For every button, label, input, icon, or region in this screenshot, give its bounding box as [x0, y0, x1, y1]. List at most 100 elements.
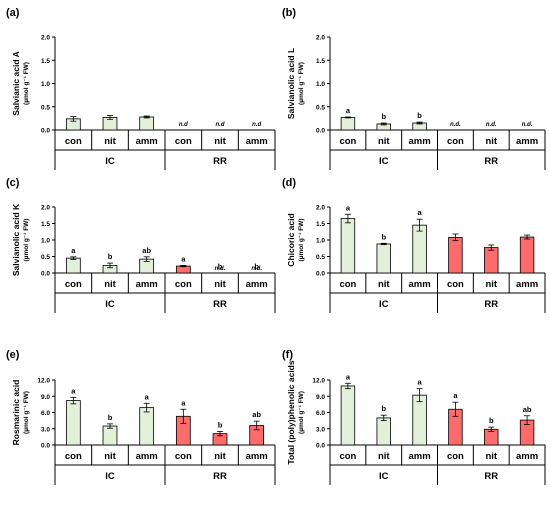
- y-tick-label: 1.0: [41, 81, 50, 88]
- y-axis-label-line1: Salvianic acid A: [11, 51, 21, 115]
- y-axis-label: Salvianolic acid L (µmol g⁻¹ FW): [286, 48, 305, 119]
- y-axis-label-line2: (µmol g⁻¹ FW): [298, 391, 305, 434]
- y-tick-label: 2.0: [41, 205, 50, 212]
- bar: [65, 400, 81, 446]
- significance-letter: b: [108, 252, 113, 261]
- x-tick-label: nit: [378, 451, 390, 462]
- significance-letter: b: [417, 111, 422, 120]
- not-detected-label: n.d.: [215, 266, 226, 272]
- y-tick-label: 0.0: [316, 271, 325, 278]
- significance-letter: a: [71, 386, 76, 395]
- x-tick-label: amm: [516, 136, 538, 147]
- significance-letter: a: [71, 246, 76, 255]
- bar: [340, 117, 356, 131]
- significance-letter: b: [489, 416, 494, 425]
- y-tick-label: 0.0: [316, 443, 325, 450]
- x-tick-label: con: [175, 451, 192, 462]
- x-tick-label: amm: [136, 136, 158, 147]
- x-group-label: RR: [213, 156, 227, 167]
- y-tick-label: 1.5: [316, 58, 325, 65]
- significance-letter: a: [417, 378, 422, 387]
- y-axis-label: Chicoric acid (µmol g⁻¹ FW): [286, 213, 305, 266]
- y-axis-label: Total (poly)phenolic acids (µmol g⁻¹ FW): [286, 360, 305, 464]
- panel-label: (e): [6, 349, 20, 361]
- y-axis-label-line2: (µmol g⁻¹ FW): [298, 62, 305, 105]
- x-tick-label: nit: [485, 279, 497, 290]
- x-group-label: IC: [379, 471, 389, 482]
- x-tick-label: con: [447, 136, 464, 147]
- y-tick-label: 0.5: [316, 104, 325, 111]
- x-tick-label: con: [65, 279, 82, 290]
- significance-letter: b: [254, 262, 259, 271]
- significance-letter: a: [346, 106, 351, 115]
- bar: [519, 236, 535, 274]
- bar: [340, 385, 356, 446]
- x-tick-label: amm: [408, 451, 430, 462]
- y-axis-label-line2: (µmol g⁻¹ FW): [23, 62, 30, 105]
- y-axis-label-line1: Chicoric acid: [286, 213, 296, 266]
- chart-panel-a: (a) Salvianic acid A (µmol g⁻¹ FW) 0.0 0.5 1.…: [6, 7, 276, 170]
- x-tick-label: amm: [516, 451, 538, 462]
- x-tick-label: nit: [214, 451, 226, 462]
- not-detected-label: n.d.: [486, 122, 497, 128]
- significance-letter: b: [381, 404, 386, 413]
- x-tick-label: con: [65, 451, 82, 462]
- y-tick-label: 0.5: [41, 104, 50, 111]
- bar: [448, 236, 463, 274]
- significance-letter: ab: [142, 246, 151, 255]
- significance-letter: b: [218, 262, 223, 271]
- y-tick-label: 2.0: [316, 35, 325, 42]
- x-tick-label: con: [447, 451, 464, 462]
- y-axis-label: Salvianolic acid K (µmol g⁻¹ FW): [11, 203, 30, 276]
- y-tick-label: 9.0: [316, 394, 325, 401]
- panel-label: (a): [6, 7, 20, 19]
- y-axis-label-line2: (µmol g⁻¹ FW): [23, 219, 30, 262]
- x-tick-label: con: [339, 136, 356, 147]
- x-tick-label: nit: [214, 279, 226, 290]
- chart-panel-f: (f)Total (poly)phenolic acids (µmol g⁻¹ F…: [282, 349, 546, 485]
- y-tick-label: 1.5: [41, 58, 50, 65]
- x-group-label: RR: [484, 156, 498, 167]
- not-detected-label: n.d.: [522, 122, 533, 128]
- bar: [139, 116, 155, 131]
- y-axis-label: Salvianic acid A (µmol g⁻¹ FW): [11, 51, 30, 115]
- x-tick-label: amm: [408, 279, 430, 290]
- not-detected-label: n.d: [216, 122, 225, 128]
- y-tick-label: 1.0: [316, 238, 325, 245]
- chart-panel-e: (e) Rosmarinic acid (µmol g⁻¹ FW) 0.0 3.0 6.0…: [6, 349, 276, 485]
- x-group-label: IC: [379, 299, 389, 310]
- significance-letter: ab: [523, 405, 532, 414]
- y-axis-label-line1: Salvianolic acid K: [11, 203, 21, 276]
- significance-letter: b: [108, 413, 113, 422]
- x-group-label: IC: [105, 299, 115, 310]
- y-tick-label: 0.0: [41, 271, 50, 278]
- x-tick-label: amm: [516, 279, 538, 290]
- chart-panel-b: (b) Salvianolic acid L (µmol g⁻¹ FW) 0.0 0.5…: [282, 7, 546, 170]
- bar: [139, 407, 155, 446]
- significance-letter: a: [181, 398, 186, 407]
- x-tick-label: amm: [136, 451, 158, 462]
- y-tick-label: 0.5: [41, 254, 50, 261]
- significance-letter: a: [181, 254, 186, 263]
- x-tick-label: con: [65, 136, 82, 147]
- x-tick-label: nit: [104, 451, 116, 462]
- x-tick-label: nit: [378, 136, 390, 147]
- x-tick-label: nit: [104, 136, 116, 147]
- x-group-label: RR: [213, 471, 227, 482]
- y-tick-label: 1.0: [316, 81, 325, 88]
- y-tick-label: 12.0: [37, 378, 50, 385]
- bar: [412, 394, 427, 446]
- y-tick-label: 2.0: [316, 205, 325, 212]
- not-detected-label: n.d.: [450, 122, 461, 128]
- y-tick-label: 0.0: [316, 128, 325, 135]
- y-tick-label: 1.5: [316, 221, 325, 228]
- significance-letter: b: [381, 112, 386, 121]
- panel-label: (d): [282, 177, 296, 189]
- x-tick-label: amm: [408, 136, 430, 147]
- y-axis-label-line1: Total (poly)phenolic acids: [286, 360, 296, 464]
- x-group-label: RR: [213, 299, 227, 310]
- significance-letter: a: [417, 208, 422, 217]
- x-tick-label: nit: [378, 279, 390, 290]
- y-tick-label: 2.0: [41, 35, 50, 42]
